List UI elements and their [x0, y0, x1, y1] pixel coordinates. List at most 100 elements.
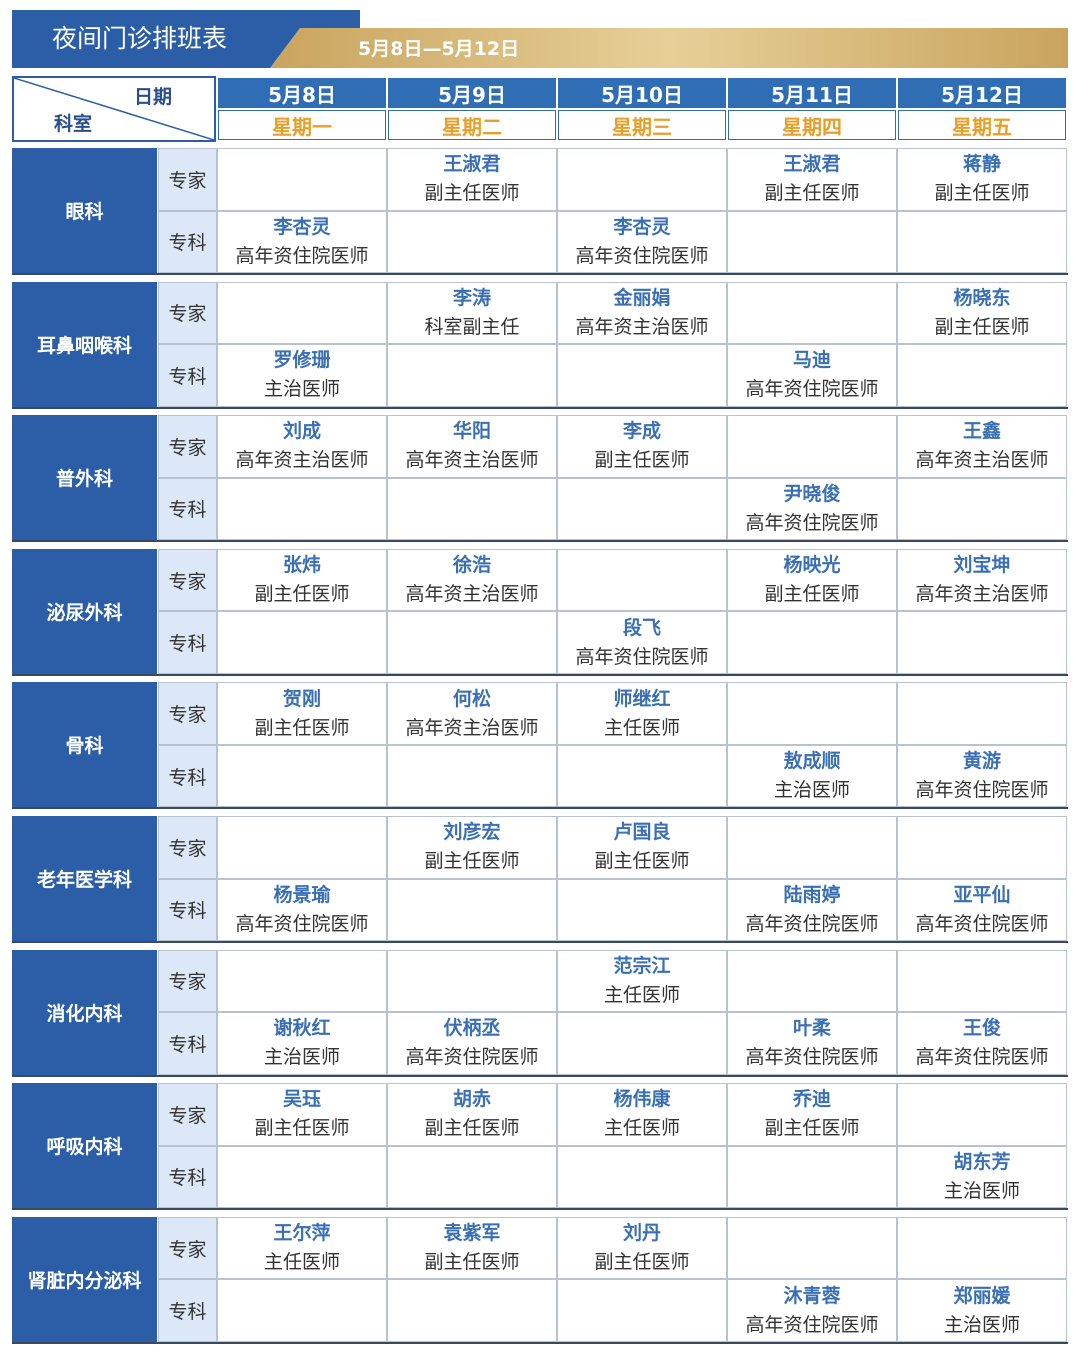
- doctor-title: 副主任医师: [424, 1251, 520, 1274]
- doctor-name: 贺刚: [282, 687, 321, 710]
- doctor-cell: [557, 1145, 727, 1209]
- department-block-line: [12, 941, 1068, 943]
- doctor-title: 主任医师: [603, 716, 680, 739]
- doctor-cell: [387, 1145, 557, 1209]
- corner-top: 日期: [133, 86, 172, 108]
- doctor-cell: 王尔萍 主任医师: [217, 1216, 387, 1280]
- date: 5月11日: [771, 82, 853, 107]
- department-cell: 普外科: [12, 415, 157, 541]
- type-cell: 专科: [158, 1145, 217, 1209]
- type-cell: 专家: [158, 949, 217, 1013]
- doctor-title: 副主任医师: [594, 1251, 690, 1274]
- department-cell: 消化内科: [12, 949, 157, 1075]
- doctor-cell: 刘丹 副主任医师: [557, 1216, 727, 1280]
- doctor-title: 高年资住院医师: [575, 645, 709, 668]
- type: 专家: [168, 570, 207, 593]
- doctor-cell: [387, 477, 557, 541]
- doctor-title: 高年资主治医师: [575, 315, 709, 338]
- doctor-name: 何松: [452, 687, 491, 710]
- weekday-header: 星期四: [728, 110, 896, 140]
- type: 专家: [168, 1104, 207, 1127]
- doctor-title: 副主任医师: [254, 716, 350, 739]
- doctor-cell: [897, 344, 1067, 407]
- doctor-title: 高年资住院医师: [915, 912, 1049, 935]
- doctor-cell: 亚平仙高年资住院医师: [897, 878, 1067, 941]
- doctor-cell: 王淑君 副主任医师: [727, 148, 897, 211]
- doctor-title: 副主任医师: [594, 850, 690, 873]
- doctor-name: 金丽娟: [613, 286, 671, 309]
- department-name: 眼科: [65, 201, 104, 223]
- type-cell: 专科: [158, 210, 217, 273]
- type: 专科: [168, 1301, 207, 1324]
- doctor-name: 乔迪: [792, 1088, 831, 1111]
- type-cell: 专家: [158, 816, 217, 879]
- doctor-name: 杨晓东: [953, 286, 1011, 309]
- weekday: 星期五: [952, 114, 1012, 139]
- type-cell: 专家: [158, 148, 217, 211]
- doctor-cell: 谢秋红 主治医师: [217, 1012, 387, 1075]
- doctor-cell: 金丽娟高年资主治医师: [557, 281, 727, 345]
- department-cell: 耳鼻咽喉科: [12, 281, 157, 407]
- department-block-line: [12, 807, 1068, 810]
- doctor-cell: [727, 949, 897, 1013]
- doctor-cell: [727, 415, 897, 478]
- doctor-cell: [897, 816, 1067, 879]
- department-name: 呼吸内科: [46, 1136, 123, 1159]
- type: 专科: [168, 232, 207, 255]
- weekday-header: 星期五: [898, 110, 1066, 140]
- diagonal: [14, 78, 214, 140]
- date-header: 5月12日: [898, 78, 1066, 108]
- doctor-name: 王鑫: [962, 420, 1001, 443]
- doctor-cell: [727, 210, 897, 273]
- doctor-name: 尹晓俊: [783, 482, 841, 505]
- doctor-cell: [727, 1216, 897, 1280]
- doctor-name: 徐浩: [452, 554, 491, 577]
- doctor-title: 高年资住院医师: [745, 511, 879, 534]
- doctor-cell: [557, 878, 727, 941]
- doctor-title: 高年资住院医师: [915, 779, 1049, 802]
- date: 5月9日: [438, 82, 506, 107]
- doctor-name: 敖成顺: [783, 750, 841, 773]
- type-cell: 专家: [158, 1216, 217, 1280]
- doctor-cell: 王鑫 高年资主治医师: [897, 415, 1067, 478]
- doctor-title: 副主任医师: [764, 1117, 860, 1140]
- doctor-name: 亚平仙: [953, 883, 1011, 906]
- doctor-cell: [897, 949, 1067, 1013]
- date-header: 5月9日: [388, 78, 556, 108]
- doctor-name: 李成: [622, 420, 661, 443]
- doctor-name: 谢秋红: [273, 1017, 331, 1040]
- type: 专家: [168, 837, 207, 860]
- doctor-name: 段飞: [622, 616, 661, 639]
- doctor-title: 高年资主治医师: [235, 449, 369, 472]
- doctor-title: 主任医师: [263, 1251, 340, 1274]
- doctor-cell: 刘宝坤 高年资主治医师: [897, 548, 1067, 612]
- doctor-name: 师继红: [613, 687, 671, 710]
- doctor-title: 高年资住院医师: [745, 378, 879, 401]
- doctor-title: 高年资主治医师: [405, 716, 539, 739]
- doctor-cell: 李成 副主任医师: [557, 415, 727, 478]
- doctor-cell: 李杏灵 高年资住院医师: [217, 210, 387, 273]
- doctor-title: 副主任医师: [254, 1117, 350, 1140]
- doctor-cell: [897, 1083, 1067, 1146]
- type-cell: 专科: [158, 1012, 217, 1075]
- date-range: 5月8日—5月12日: [358, 38, 519, 60]
- department-block-line: [12, 406, 1068, 409]
- doctor-cell: 敖成顺 主治医师: [727, 744, 897, 808]
- department-name: 肾脏内分泌科: [27, 1269, 142, 1292]
- doctor-name: 刘成: [282, 420, 321, 443]
- doctor-cell: 沐青蓉 高年资住院医师: [727, 1279, 897, 1342]
- title: 夜间门诊排班表: [52, 24, 227, 53]
- doctor-cell: [217, 281, 387, 345]
- doctor-title: 副主任医师: [424, 850, 520, 873]
- doctor-cell: [217, 816, 387, 879]
- doctor-cell: [557, 477, 727, 541]
- doctor-cell: [727, 816, 897, 879]
- doctor-name: 李杏灵: [273, 215, 331, 238]
- doctor-title: 高年资住院医师: [235, 912, 369, 935]
- doctor-title: 高年资主治医师: [915, 583, 1049, 606]
- department-block-line: [12, 1074, 1068, 1077]
- department-cell: 老年医学科: [12, 816, 157, 941]
- type: 专家: [168, 971, 207, 994]
- type: 专家: [168, 303, 207, 326]
